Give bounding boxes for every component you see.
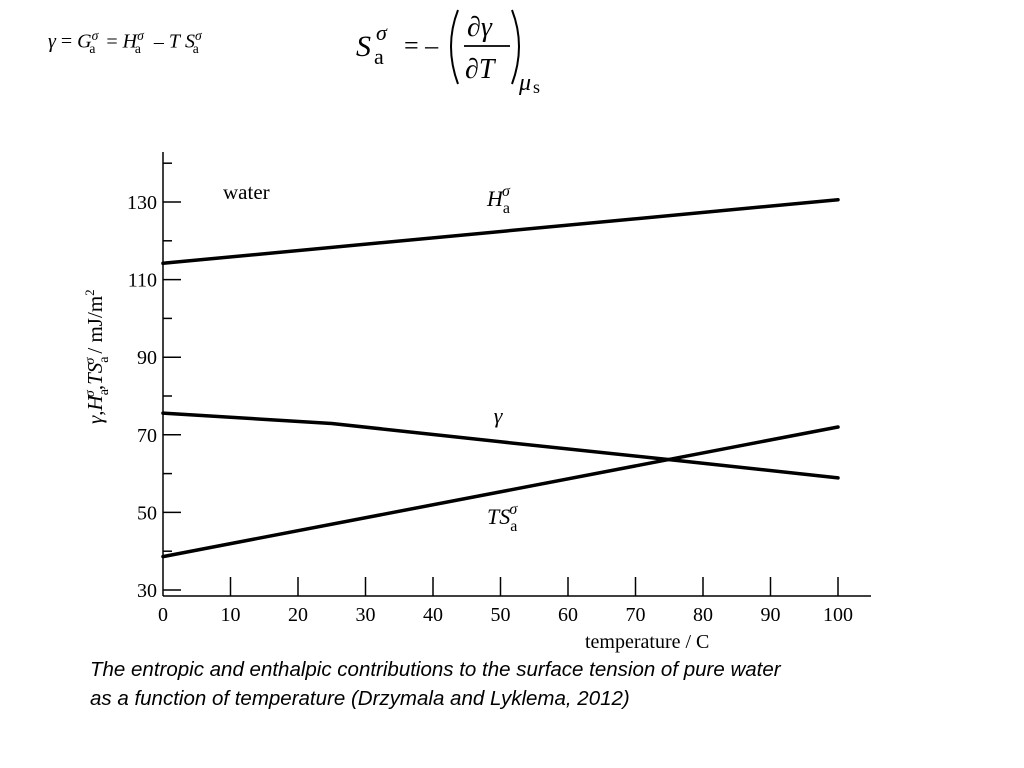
entropy-formula-left-paren (450, 9, 459, 85)
entropy-formula-numerator: ∂γ (467, 12, 493, 43)
formula-g-sub: a (89, 40, 96, 56)
x-tick-label: 90 (761, 604, 781, 626)
entropy-formula-eq-minus: = – (404, 31, 439, 60)
x-tick-label: 60 (558, 604, 578, 626)
formula-s-sigma: σ (195, 28, 202, 43)
series-label-TS: TSaσ (487, 501, 518, 535)
series-line-gamma (161, 411, 840, 480)
x-tick-label: 70 (626, 604, 646, 626)
x-tick-label: 30 (356, 604, 376, 626)
y-tick-label: 130 (127, 192, 157, 214)
entropy-formula-sub-a: a (374, 44, 384, 69)
caption-line-2: as a function of temperature (Drzymala a… (90, 687, 630, 710)
y-tick-label: 90 (137, 347, 157, 369)
temperature-chart: 0 10 20 30 40 50 60 70 80 90 100 30 50 70 90 110 130 Ha… (82, 152, 871, 653)
series-label-gamma: γ (494, 403, 504, 428)
entropy-formula-denominator: ∂T (465, 54, 497, 85)
x-tick-label: 20 (288, 604, 308, 626)
formula-s: S (185, 30, 196, 53)
x-axis-label: temperature / C (585, 631, 709, 653)
x-axis-ticks: 0 10 20 30 40 50 60 70 80 90 100 (158, 577, 853, 626)
x-tick-label: 0 (158, 604, 168, 626)
y-tick-label: 110 (128, 270, 157, 292)
formula-h-sub: a (134, 40, 141, 56)
y-axis-ticks: 30 50 70 90 110 130 (127, 162, 181, 602)
figure-caption: The entropic and enthalpic contributions… (90, 655, 990, 713)
series-label-H: Haσ (486, 183, 511, 217)
caption-line-1: The entropic and enthalpic contributions… (90, 658, 781, 681)
annotation-water: water (223, 180, 270, 204)
formula-h: H (122, 30, 138, 53)
chart-axes (162, 152, 871, 597)
x-tick-label: 50 (491, 604, 511, 626)
entropy-formula-s: S (356, 30, 371, 63)
entropy-formula-mu: μ (518, 70, 531, 96)
y-tick-label: 50 (137, 502, 157, 524)
entropy-formula: S σ a = – ∂γ ∂T μ s (356, 9, 540, 97)
series-line-TS (161, 425, 840, 559)
formula-equals-1: = (60, 30, 73, 53)
series-labels: Haσ γ TSaσ (486, 183, 518, 535)
y-axis-label: γ,Haσ,TSaσ/ mJ/m2 (82, 289, 112, 424)
series-lines (161, 197, 840, 559)
x-tick-label: 80 (693, 604, 713, 626)
surface-tension-definition-formula: γ = Gσa = Hσa – T Sσa (48, 28, 202, 57)
formula-gamma: γ (48, 30, 56, 53)
x-tick-label: 10 (221, 604, 241, 626)
x-tick-label: 40 (423, 604, 443, 626)
entropy-formula-mu-sub: s (533, 77, 540, 97)
formula-s-sub: a (192, 40, 199, 56)
x-tick-label: 100 (823, 604, 853, 626)
series-line-H (161, 197, 840, 266)
entropy-formula-right-paren (511, 9, 520, 85)
formula-g: G (77, 30, 92, 53)
y-tick-label: 70 (137, 425, 157, 447)
formula-equals-2: = (106, 30, 118, 53)
y-tick-label: 30 (137, 580, 157, 602)
formula-t: T (168, 30, 181, 53)
entropy-formula-sigma: σ (376, 20, 388, 45)
formula-minus: – (153, 30, 164, 53)
